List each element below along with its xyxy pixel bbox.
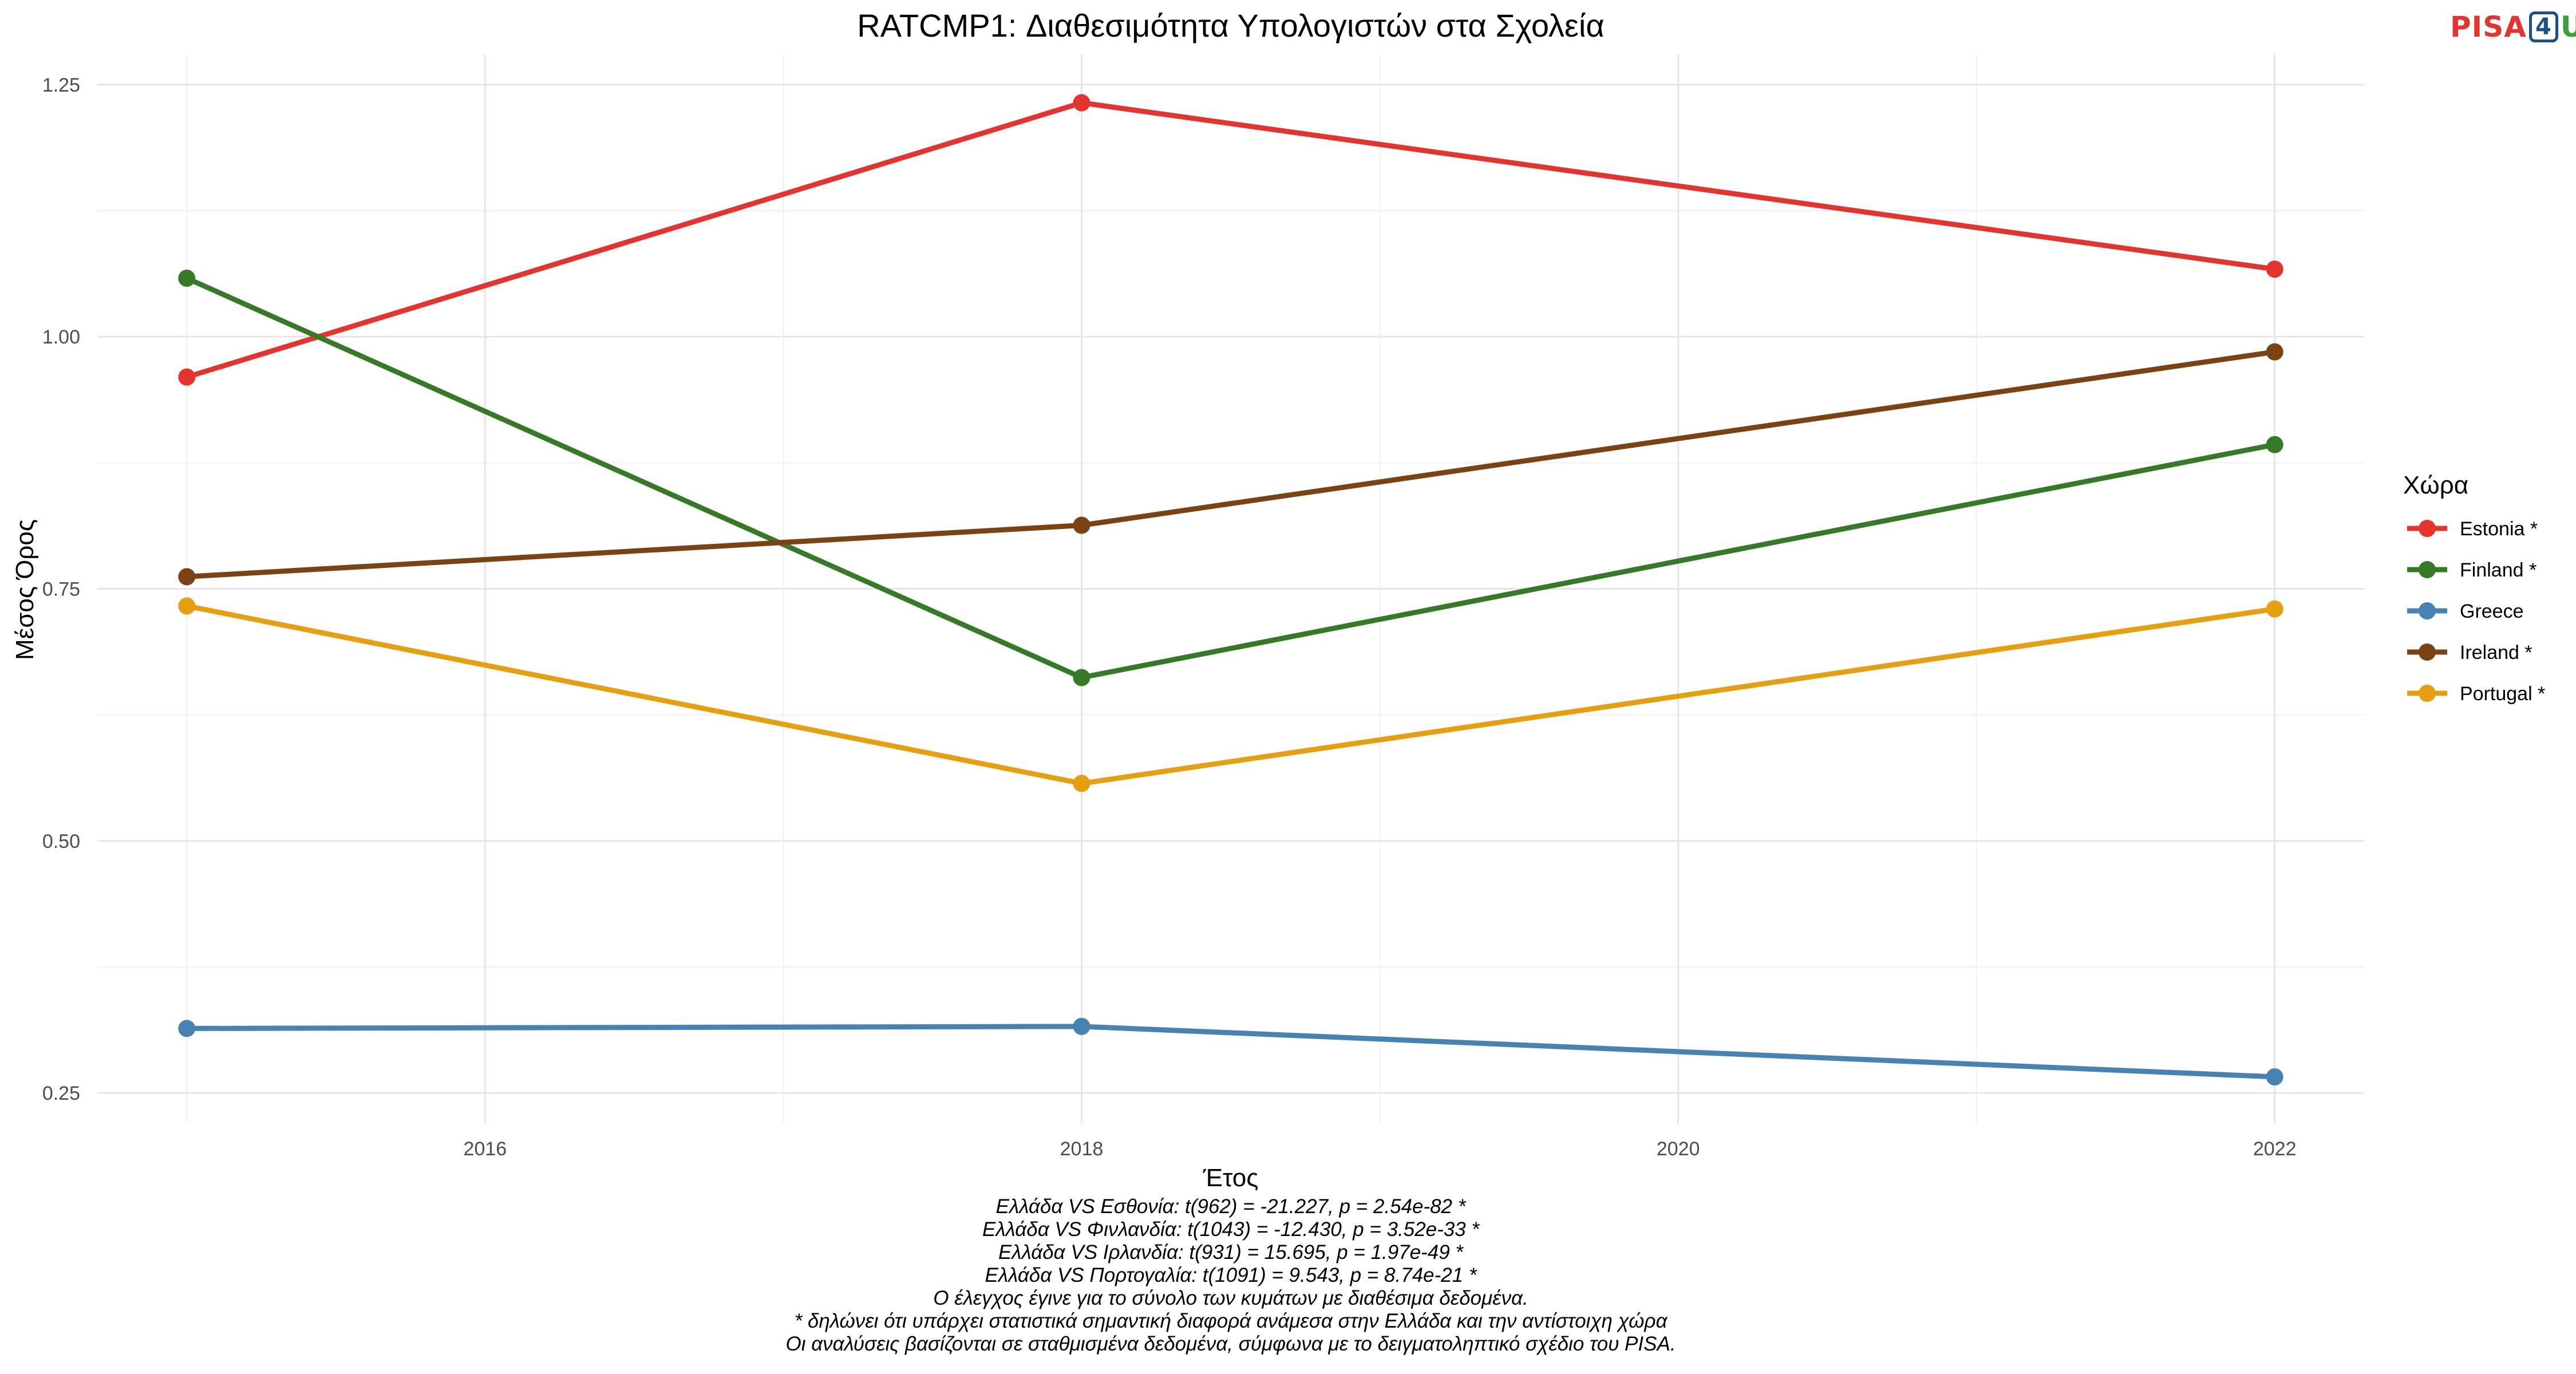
x-tick-label: 2020 (1657, 1138, 1700, 1160)
grid-lines (97, 54, 2364, 1123)
y-axis-ticks: 0.25 0.50 0.75 1.00 1.25 (42, 74, 80, 1104)
data-point (2266, 1068, 2283, 1085)
legend-label: Greece (2460, 601, 2524, 622)
series-estonia (178, 94, 2283, 386)
y-tick-label: 0.50 (42, 831, 80, 852)
data-point (1073, 516, 1091, 534)
caption-line: * δηλώνει ότι υπάρχει στατιστικά σημαντι… (794, 1310, 1668, 1332)
legend-swatch-point (2419, 561, 2436, 578)
data-point (178, 368, 196, 386)
chart-title: RATCMP1: Διαθεσιμότητα Υπολογιστών στα Σ… (857, 7, 1604, 44)
y-tick-label: 1.25 (42, 74, 80, 96)
legend-swatch-point (2419, 602, 2436, 619)
legend-label: Ireland * (2460, 642, 2532, 664)
caption-line: Οι αναλύσεις βασίζονται σε σταθμισμένα δ… (785, 1333, 1676, 1355)
legend-label: Estonia * (2460, 518, 2538, 540)
legend-swatch-point (2419, 520, 2436, 537)
x-tick-label: 2016 (464, 1138, 507, 1160)
data-point (1073, 1017, 1091, 1035)
caption-line: Ελλάδα VS Φινλανδία: t(1043) = -12.430, … (982, 1218, 1479, 1241)
logo-text-pisa: PISA (2450, 10, 2527, 44)
y-tick-label: 1.00 (42, 326, 80, 348)
series-line (187, 1024, 2275, 1080)
data-point (2266, 600, 2283, 618)
caption-line: Ελλάδα VS Πορτογαλία: t(1091) = 9.543, p… (985, 1264, 1477, 1286)
caption-line: Ελλάδα VS Ιρλανδία: t(931) = 15.695, p =… (998, 1241, 1464, 1264)
series-finland (178, 270, 2283, 686)
data-point (2266, 436, 2283, 453)
series-line (186, 603, 2275, 786)
caption-line: Ο έλεγχος έγινε για το σύνολο των κυμάτω… (933, 1287, 1528, 1309)
data-point (178, 1020, 196, 1037)
chart-caption: Ελλάδα VS Εσθονία: t(962) = -21.227, p =… (0, 1195, 2462, 1356)
legend-label: Finland * (2460, 559, 2537, 581)
data-point (1073, 94, 1091, 112)
y-axis-label: Μέσος Όρος (11, 519, 39, 660)
legend-title: Χώρα (2403, 471, 2468, 499)
logo-text-4: 4 (2528, 11, 2558, 42)
data-point (178, 568, 196, 586)
data-point (2266, 260, 2283, 278)
pisa4u-logo: PISA 4 U (2450, 10, 2576, 44)
legend-item: Estonia * (2407, 518, 2538, 540)
legend-swatch-point (2419, 643, 2436, 661)
legend-label: Portugal * (2460, 683, 2545, 705)
series-line (187, 349, 2275, 579)
series-lines (178, 94, 2283, 1085)
caption-line: Ελλάδα VS Εσθονία: t(962) = -21.227, p =… (995, 1195, 1466, 1218)
data-point (178, 597, 196, 615)
legend: Χώρα Estonia * Finland * Greece Ireland * Po… (2403, 471, 2545, 705)
legend-item: Ireland * (2407, 642, 2532, 664)
series-ireland (178, 343, 2283, 586)
y-tick-label: 0.25 (42, 1083, 80, 1104)
data-point (1073, 775, 1091, 792)
x-axis-label: Έτος (1203, 1164, 1259, 1192)
legend-item: Finland * (2407, 559, 2537, 581)
data-point (2266, 343, 2283, 361)
series-greece (178, 1017, 2283, 1085)
x-axis-ticks: 2016 2018 2020 2022 (464, 1138, 2297, 1160)
series-line (185, 275, 2275, 680)
data-point (178, 270, 196, 287)
legend-item: Greece (2407, 601, 2524, 622)
x-tick-label: 2018 (1060, 1138, 1104, 1160)
logo-text-u: U (2560, 10, 2576, 44)
data-point (1073, 669, 1091, 686)
legend-swatch-point (2419, 685, 2436, 702)
x-tick-label: 2022 (2253, 1138, 2297, 1160)
y-tick-label: 0.75 (42, 579, 80, 601)
series-portugal (178, 597, 2283, 792)
legend-item: Portugal * (2407, 683, 2545, 705)
